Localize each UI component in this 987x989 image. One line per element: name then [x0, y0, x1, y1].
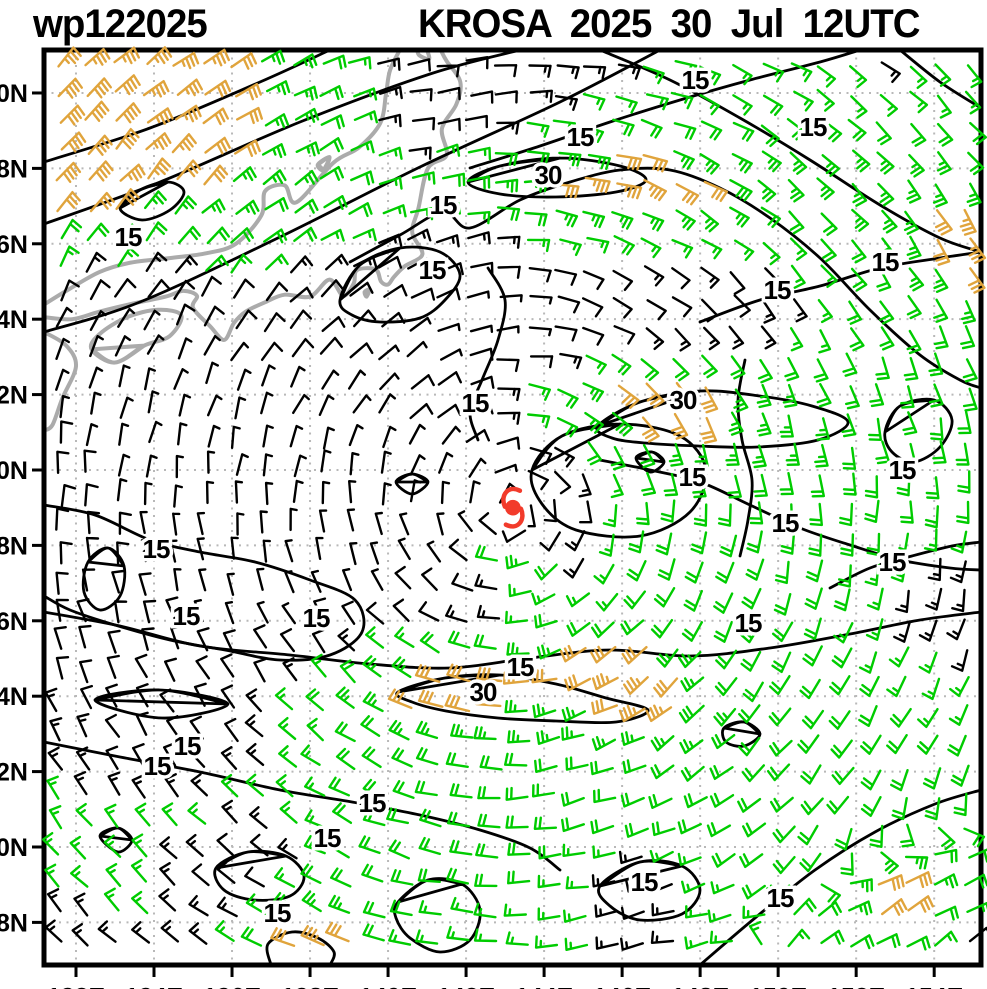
x-axis-label: 148E	[671, 984, 729, 989]
y-axis-label: 32N	[0, 382, 28, 410]
isotach-label: 15	[879, 547, 906, 577]
isotach-label: 15	[735, 608, 762, 638]
isotach-label: 15	[800, 112, 827, 142]
y-axis-label: 28N	[0, 532, 28, 560]
isotach-label: 15	[772, 508, 799, 538]
x-axis-label: 140E	[359, 984, 417, 989]
x-axis-label: 154E	[905, 984, 963, 989]
y-axis-label: 26N	[0, 608, 28, 636]
y-axis-label: 24N	[0, 683, 28, 711]
isotach-label: 15	[303, 603, 330, 633]
isotach-label: 30	[470, 677, 497, 707]
y-axis-label: 20N	[0, 834, 28, 862]
isotach-label: 15	[174, 731, 201, 761]
isotach-label: 15	[682, 65, 709, 95]
isotach-label: 15	[764, 275, 791, 305]
isotach-label: 15	[419, 255, 446, 285]
x-axis-label: 138E	[281, 984, 339, 989]
title-bar: wp122025 KROSA 2025 30 Jul 12UTC	[0, 0, 987, 50]
storm-name-datetime-title: KROSA 2025 30 Jul 12UTC	[418, 2, 920, 46]
storm-id-title: wp122025	[33, 2, 208, 46]
isotach-label: 30	[670, 385, 697, 415]
isotach-label: 15	[359, 788, 386, 818]
isotach-label: 15	[872, 247, 899, 277]
isotach-label: 15	[115, 222, 142, 252]
y-axis-label: 18N	[0, 909, 28, 937]
y-axis-label: 22N	[0, 759, 28, 787]
isotach-label: 15	[767, 883, 794, 913]
isotach-label: 15	[507, 652, 534, 682]
isotach-label: 15	[567, 122, 594, 152]
coastline-layer	[42, 48, 463, 433]
x-axis-label: 150E	[749, 984, 807, 989]
wind-barbs-layer	[42, 46, 987, 951]
y-axis-label: 34N	[0, 306, 28, 334]
x-axis-label: 144E	[515, 984, 573, 989]
isotach-label: 15	[144, 751, 171, 781]
isotach-label: 15	[889, 455, 916, 485]
y-axis-label: 40N	[0, 80, 28, 108]
x-axis-label: 132E	[47, 984, 105, 989]
isotach-label: 15	[143, 534, 170, 564]
isotach-label: 15	[631, 867, 658, 897]
isotach-label: 15	[462, 388, 489, 418]
x-axis-label: 152E	[827, 984, 885, 989]
isotach-label: 15	[264, 898, 291, 928]
x-axis-label: 134E	[125, 984, 183, 989]
y-axis-label: 38N	[0, 155, 28, 183]
isotach-label: 15	[173, 601, 200, 631]
x-axis-label: 146E	[593, 984, 651, 989]
typhoon-symbol	[501, 486, 525, 529]
axes-layer: 132E 134E 136E 138E 140E 142E 144E 146E 148E 150E…	[0, 47, 984, 989]
isotach-label: 15	[430, 190, 457, 220]
x-axis-label: 142E	[437, 984, 495, 989]
isotach-label: 15	[314, 823, 341, 853]
y-axis-label: 36N	[0, 231, 28, 259]
isotach-label: 15	[679, 462, 706, 492]
x-axis-label: 136E	[203, 984, 261, 989]
isotach-label: 30	[535, 160, 562, 190]
y-axis-label: 30N	[0, 457, 28, 485]
